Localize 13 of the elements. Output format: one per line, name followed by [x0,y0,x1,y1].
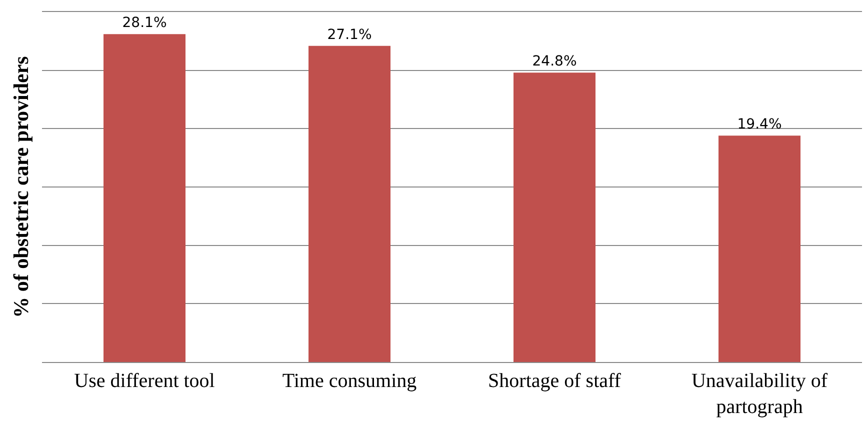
bar [514,72,596,362]
y-axis-title: % of obstetric care providers [9,56,34,318]
data-label: 19.4% [737,116,782,133]
data-label: 28.1% [122,15,167,32]
x-tick-label: Unavailability of partograph [691,370,828,418]
data-label: 27.1% [327,26,372,43]
data-label: 24.8% [532,54,577,70]
x-tick-label: Shortage of staff [488,370,622,392]
x-tick-label: Time consuming [282,370,417,392]
x-tick-label: Use different tool [74,370,216,392]
bar [718,136,800,362]
bar [308,46,390,362]
bar [104,34,186,362]
